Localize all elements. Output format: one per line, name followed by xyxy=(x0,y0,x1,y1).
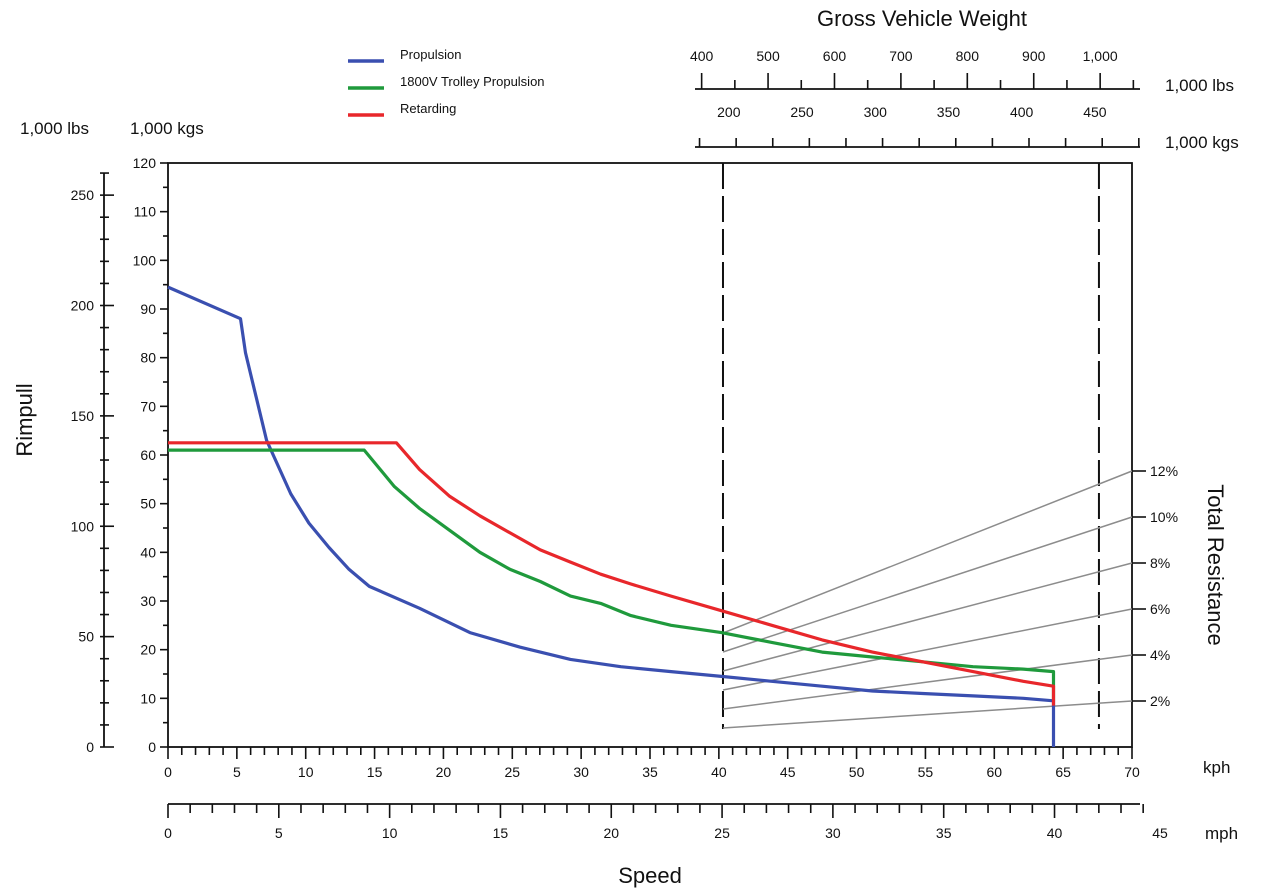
x-tick-label-kph: 40 xyxy=(711,764,727,780)
x-tick-label-mph: 40 xyxy=(1047,825,1063,841)
grade-line xyxy=(722,654,1133,710)
x-tick-label-mph: 25 xyxy=(714,825,730,841)
grade-label: 8% xyxy=(1150,555,1170,571)
gvw-tick-label-kgs: 200 xyxy=(717,104,741,120)
series-line-1800v-trolley-propulsion xyxy=(168,448,1056,701)
x-tick-label-kph: 5 xyxy=(233,764,241,780)
x-tick-label-kph: 45 xyxy=(780,764,796,780)
grade-label: 2% xyxy=(1150,693,1170,709)
legend-label: Propulsion xyxy=(400,47,461,62)
y-tick-label-lbs: 100 xyxy=(71,518,95,534)
x-tick-label-kph: 50 xyxy=(849,764,865,780)
gvw-tick-label-lbs: 400 xyxy=(690,48,714,64)
series-line-propulsion xyxy=(167,285,1056,747)
y-tick-label-kgs: 10 xyxy=(140,690,156,706)
grade-label: 12% xyxy=(1150,463,1178,479)
gvw-tick-label-kgs: 300 xyxy=(864,104,888,120)
y-tick-label-lbs: 0 xyxy=(86,739,94,755)
series-line-retarding xyxy=(168,441,1056,706)
y-tick-label-lbs: 150 xyxy=(71,408,95,424)
x-tick-label-kph: 65 xyxy=(1055,764,1071,780)
y-tick-label-kgs: 20 xyxy=(140,642,156,658)
grade-label: 4% xyxy=(1150,647,1170,663)
grade-line xyxy=(722,608,1133,691)
y-tick-label-lbs: 50 xyxy=(78,629,94,645)
x-unit-kph: kph xyxy=(1203,758,1230,777)
y-unit-left-inner: 1,000 kgs xyxy=(130,119,204,138)
y-tick-label-lbs: 200 xyxy=(71,298,95,314)
x-tick-label-mph: 0 xyxy=(164,825,172,841)
x-tick-label-kph: 20 xyxy=(436,764,452,780)
x-tick-label-kph: 35 xyxy=(642,764,658,780)
chart-marks: 0102030405060708090100110120050100150200… xyxy=(71,47,1178,841)
x-tick-label-mph: 20 xyxy=(603,825,619,841)
x-unit-mph: mph xyxy=(1205,824,1238,843)
y-tick-label-kgs: 80 xyxy=(140,350,156,366)
x-tick-label-kph: 10 xyxy=(298,764,314,780)
y-unit-left-outer: 1,000 lbs xyxy=(20,119,89,138)
gvw-unit-lbs: 1,000 lbs xyxy=(1165,76,1234,95)
gvw-tick-label-kgs: 450 xyxy=(1083,104,1107,120)
x-tick-label-kph: 25 xyxy=(504,764,520,780)
x-tick-label-mph: 5 xyxy=(275,825,283,841)
gvw-tick-label-lbs: 500 xyxy=(756,48,780,64)
gvw-tick-label-lbs: 1,000 xyxy=(1083,48,1118,64)
x-tick-label-kph: 30 xyxy=(573,764,589,780)
gvw-tick-label-lbs: 900 xyxy=(1022,48,1046,64)
y-tick-label-lbs: 250 xyxy=(71,187,95,203)
y-tick-label-kgs: 0 xyxy=(148,739,156,755)
gvw-tick-label-kgs: 250 xyxy=(790,104,814,120)
grade-line xyxy=(722,470,1133,634)
grade-line xyxy=(722,516,1133,653)
y-tick-label-kgs: 110 xyxy=(134,204,157,220)
x-tick-label-mph: 10 xyxy=(382,825,398,841)
plot-frame xyxy=(167,162,1133,748)
legend-label: 1800V Trolley Propulsion xyxy=(400,74,545,89)
y-tick-label-kgs: 120 xyxy=(133,155,157,171)
grade-line xyxy=(722,700,1133,729)
gvw-tick-label-kgs: 350 xyxy=(937,104,961,120)
y-tick-label-kgs: 60 xyxy=(140,447,156,463)
x-tick-label-kph: 15 xyxy=(367,764,383,780)
legend-label: Retarding xyxy=(400,101,456,116)
grade-label: 10% xyxy=(1150,509,1178,525)
y-tick-label-kgs: 50 xyxy=(140,496,156,512)
gvw-unit-kgs: 1,000 kgs xyxy=(1165,133,1239,152)
x-tick-label-kph: 55 xyxy=(918,764,934,780)
grade-line xyxy=(722,562,1133,672)
x-tick-label-kph: 60 xyxy=(986,764,1002,780)
y-tick-label-kgs: 70 xyxy=(140,398,156,414)
y-tick-label-kgs: 30 xyxy=(140,593,156,609)
gvw-tick-label-lbs: 600 xyxy=(823,48,847,64)
x-tick-label-mph: 30 xyxy=(825,825,841,841)
y-tick-label-kgs: 90 xyxy=(140,301,156,317)
x-tick-label-mph: 45 xyxy=(1152,825,1168,841)
gvw-tick-label-lbs: 700 xyxy=(889,48,913,64)
gvw-title: Gross Vehicle Weight xyxy=(817,6,1027,31)
y-tick-label-kgs: 40 xyxy=(140,544,156,560)
x-axis-title: Speed xyxy=(618,863,682,888)
x-tick-label-kph: 0 xyxy=(164,764,172,780)
gvw-tick-label-lbs: 800 xyxy=(956,48,980,64)
gvw-tick-label-kgs: 400 xyxy=(1010,104,1034,120)
x-tick-label-mph: 15 xyxy=(493,825,509,841)
x-tick-label-kph: 70 xyxy=(1124,764,1140,780)
total-resistance-label: Total Resistance xyxy=(1203,484,1228,645)
y-axis-title: Rimpull xyxy=(12,383,37,456)
x-tick-label-mph: 35 xyxy=(936,825,952,841)
y-tick-label-kgs: 100 xyxy=(133,252,157,268)
grade-label: 6% xyxy=(1150,601,1170,617)
